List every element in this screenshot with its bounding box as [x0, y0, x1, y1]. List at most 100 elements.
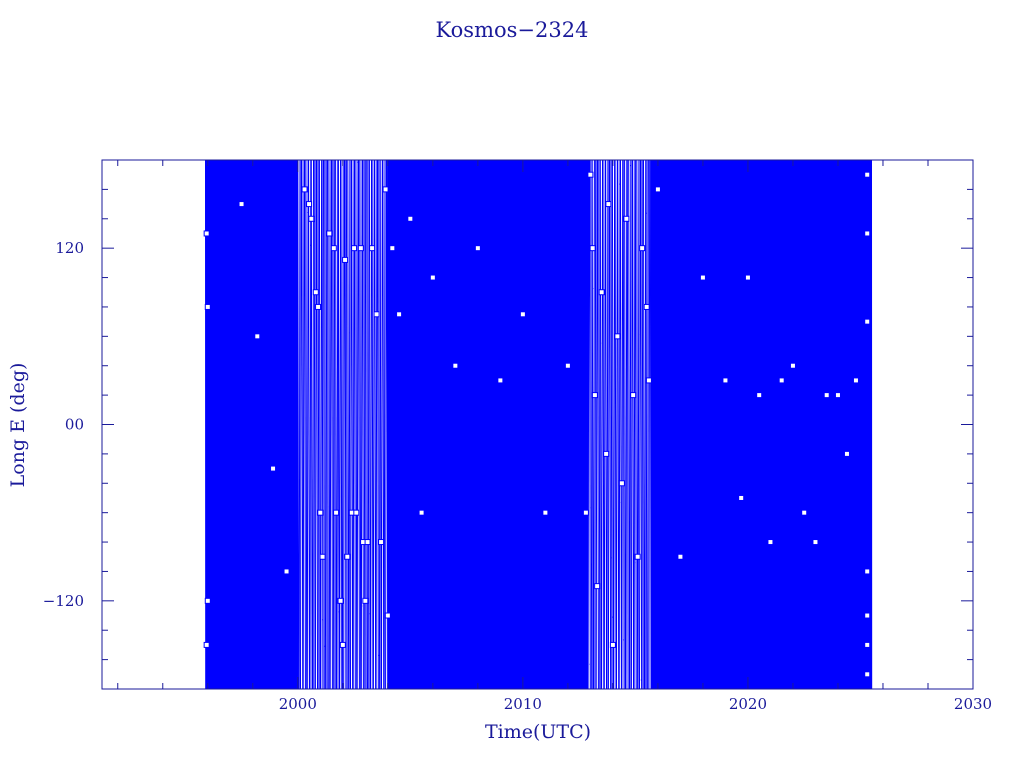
data-point — [238, 201, 245, 208]
data-point — [634, 553, 641, 560]
data-point — [738, 494, 745, 501]
data-point — [362, 597, 369, 604]
data-point — [609, 641, 616, 648]
data-point — [645, 377, 652, 384]
x-axis-label: Time(UTC) — [485, 721, 591, 743]
data-point — [654, 186, 661, 193]
data-point — [823, 392, 830, 399]
drift-segment — [650, 160, 873, 689]
y-tick-label: 120 — [55, 239, 84, 257]
data-point — [382, 186, 389, 193]
data-point — [564, 362, 571, 369]
data-point — [767, 539, 774, 546]
data-point — [677, 553, 684, 560]
data-point — [864, 612, 871, 619]
data-point — [623, 215, 630, 222]
x-tick-label: 2020 — [729, 695, 767, 713]
data-point — [722, 377, 729, 384]
data-point — [312, 289, 319, 296]
data-point — [389, 245, 396, 252]
data-point — [598, 289, 605, 296]
data-point — [756, 392, 763, 399]
data-point — [351, 245, 358, 252]
data-point — [364, 539, 371, 546]
data-point — [452, 362, 459, 369]
drift-trace — [587, 160, 652, 689]
data-point — [203, 641, 210, 648]
data-point — [378, 539, 385, 546]
drift-segment — [587, 160, 652, 689]
data-point — [474, 245, 481, 252]
data-point — [333, 509, 340, 516]
drift-density-band — [651, 160, 872, 689]
data-point — [497, 377, 504, 384]
data-point — [778, 377, 785, 384]
data-point — [744, 274, 751, 281]
data-point — [337, 597, 344, 604]
data-point — [618, 480, 625, 487]
y-axis-label: Long E (deg) — [7, 363, 29, 488]
data-point — [317, 509, 324, 516]
y-tick-label: −120 — [43, 592, 84, 610]
data-point — [864, 641, 871, 648]
data-point — [315, 303, 322, 310]
data-point — [630, 392, 637, 399]
drift-segment — [297, 160, 340, 689]
data-point — [330, 245, 337, 252]
data-point — [589, 245, 596, 252]
data-point — [587, 171, 594, 178]
data-point — [843, 450, 850, 457]
data-point — [396, 311, 403, 318]
data-point — [384, 612, 391, 619]
chart-title: Kosmos−2324 — [436, 18, 589, 42]
data-point — [407, 215, 414, 222]
data-point — [864, 318, 871, 325]
x-tick-label: 2030 — [954, 695, 992, 713]
data-point — [582, 509, 589, 516]
data-point — [852, 377, 859, 384]
data-point — [603, 450, 610, 457]
data-point — [254, 333, 261, 340]
data-point — [342, 256, 349, 263]
data-point — [301, 186, 308, 193]
data-point — [591, 392, 598, 399]
axes: 2000 2010 2020 2030 120 00 −120 — [43, 159, 992, 713]
data-point — [429, 274, 436, 281]
data-point — [643, 303, 650, 310]
x-tick-label: 2000 — [279, 695, 317, 713]
x-tick-label: 2010 — [504, 695, 542, 713]
data-series — [203, 160, 873, 689]
drift-segment — [337, 160, 389, 689]
data-point — [283, 568, 290, 575]
data-point — [864, 568, 871, 575]
data-point — [344, 553, 351, 560]
data-point — [306, 201, 313, 208]
data-point — [204, 597, 211, 604]
data-point — [864, 671, 871, 678]
data-point — [594, 583, 601, 590]
plot-area — [203, 160, 873, 689]
y-tick-label: 00 — [65, 416, 84, 434]
data-point — [864, 230, 871, 237]
data-point — [204, 303, 211, 310]
data-point — [357, 245, 364, 252]
data-point — [308, 215, 315, 222]
data-point — [605, 201, 612, 208]
data-point — [326, 230, 333, 237]
data-point — [353, 509, 360, 516]
data-point — [203, 230, 210, 237]
data-point — [339, 641, 346, 648]
data-point — [369, 245, 376, 252]
data-point — [864, 171, 871, 178]
data-point — [373, 311, 380, 318]
data-point — [270, 465, 277, 472]
data-point — [614, 333, 621, 340]
drift-density-band — [205, 160, 298, 689]
data-point — [639, 245, 646, 252]
data-point — [834, 392, 841, 399]
drift-segment — [387, 160, 589, 689]
drift-segment — [205, 160, 299, 689]
drift-trace — [337, 160, 389, 689]
data-point — [319, 553, 326, 560]
